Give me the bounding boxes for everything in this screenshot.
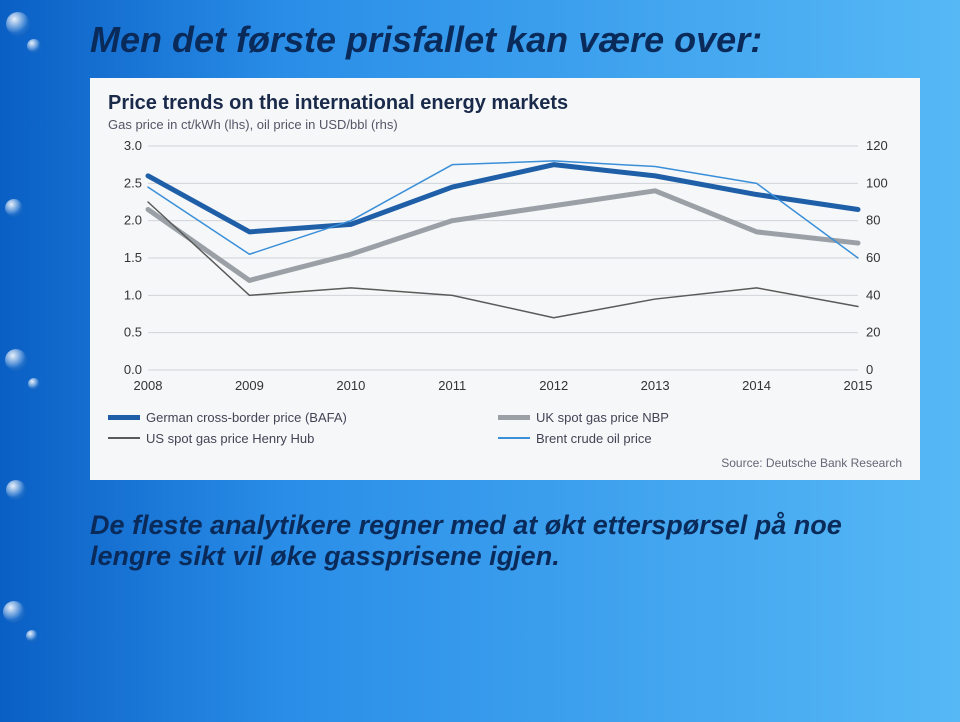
- svg-text:100: 100: [866, 175, 888, 190]
- bubble-decoration: [3, 601, 25, 623]
- legend-label: Brent crude oil price: [536, 431, 652, 446]
- legend-label: German cross-border price (BAFA): [146, 410, 347, 425]
- slide-title: Men det første prisfallet kan være over:: [90, 20, 930, 60]
- svg-text:1.0: 1.0: [124, 287, 142, 302]
- svg-text:0.0: 0.0: [124, 362, 142, 377]
- bubble-decoration: [5, 349, 27, 371]
- chart-card: Price trends on the international energy…: [90, 78, 920, 480]
- svg-text:2.5: 2.5: [124, 175, 142, 190]
- bubble-decoration: [27, 39, 41, 53]
- bubble-decoration: [6, 12, 30, 36]
- series-line: [148, 190, 858, 280]
- svg-text:2011: 2011: [438, 378, 466, 393]
- svg-text:0: 0: [866, 362, 873, 377]
- chart-source: Source: Deutsche Bank Research: [108, 456, 902, 470]
- slide-content: Men det første prisfallet kan være over:…: [90, 20, 930, 702]
- legend-swatch: [498, 437, 530, 439]
- series-line: [148, 164, 858, 231]
- svg-text:2015: 2015: [844, 378, 873, 393]
- svg-text:3.0: 3.0: [124, 140, 142, 153]
- bubble-decoration: [5, 199, 23, 217]
- svg-text:2010: 2010: [336, 378, 365, 393]
- legend-item: US spot gas price Henry Hub: [108, 431, 468, 446]
- svg-text:1.5: 1.5: [124, 250, 142, 265]
- svg-text:2009: 2009: [235, 378, 264, 393]
- legend-label: US spot gas price Henry Hub: [146, 431, 314, 446]
- bubble-decoration: [28, 378, 40, 390]
- svg-text:20: 20: [866, 324, 880, 339]
- line-chart-svg: 0.0 0.5 1.0 1.5 2.0 2.5 3.0 0 20 40 60 80 100 120 2008…: [108, 140, 902, 400]
- chart-legend: German cross-border price (BAFA) UK spot …: [108, 410, 902, 446]
- svg-text:2012: 2012: [539, 378, 568, 393]
- svg-text:40: 40: [866, 287, 880, 302]
- legend-item: UK spot gas price NBP: [498, 410, 858, 425]
- legend-item: Brent crude oil price: [498, 431, 858, 446]
- svg-text:2014: 2014: [742, 378, 771, 393]
- svg-text:60: 60: [866, 250, 880, 265]
- legend-label: UK spot gas price NBP: [536, 410, 669, 425]
- svg-text:2013: 2013: [641, 378, 670, 393]
- svg-text:120: 120: [866, 140, 888, 153]
- legend-swatch: [108, 415, 140, 420]
- legend-swatch: [108, 437, 140, 439]
- svg-text:2008: 2008: [134, 378, 163, 393]
- chart-plot-area: 0.0 0.5 1.0 1.5 2.0 2.5 3.0 0 20 40 60 80 100 120 2008…: [108, 140, 902, 400]
- chart-subtitle: Gas price in ct/kWh (lhs), oil price in …: [108, 117, 902, 132]
- legend-item: German cross-border price (BAFA): [108, 410, 468, 425]
- chart-title: Price trends on the international energy…: [108, 92, 902, 115]
- bubble-decoration: [6, 480, 26, 500]
- slide-footer-text: De fleste analytikere regner med at økt …: [90, 510, 930, 572]
- series-line: [148, 202, 858, 318]
- bubble-decoration: [26, 630, 38, 642]
- legend-swatch: [498, 415, 530, 420]
- svg-text:2.0: 2.0: [124, 212, 142, 227]
- decorative-bubbles: [0, 0, 70, 722]
- svg-text:0.5: 0.5: [124, 324, 142, 339]
- svg-text:80: 80: [866, 212, 880, 227]
